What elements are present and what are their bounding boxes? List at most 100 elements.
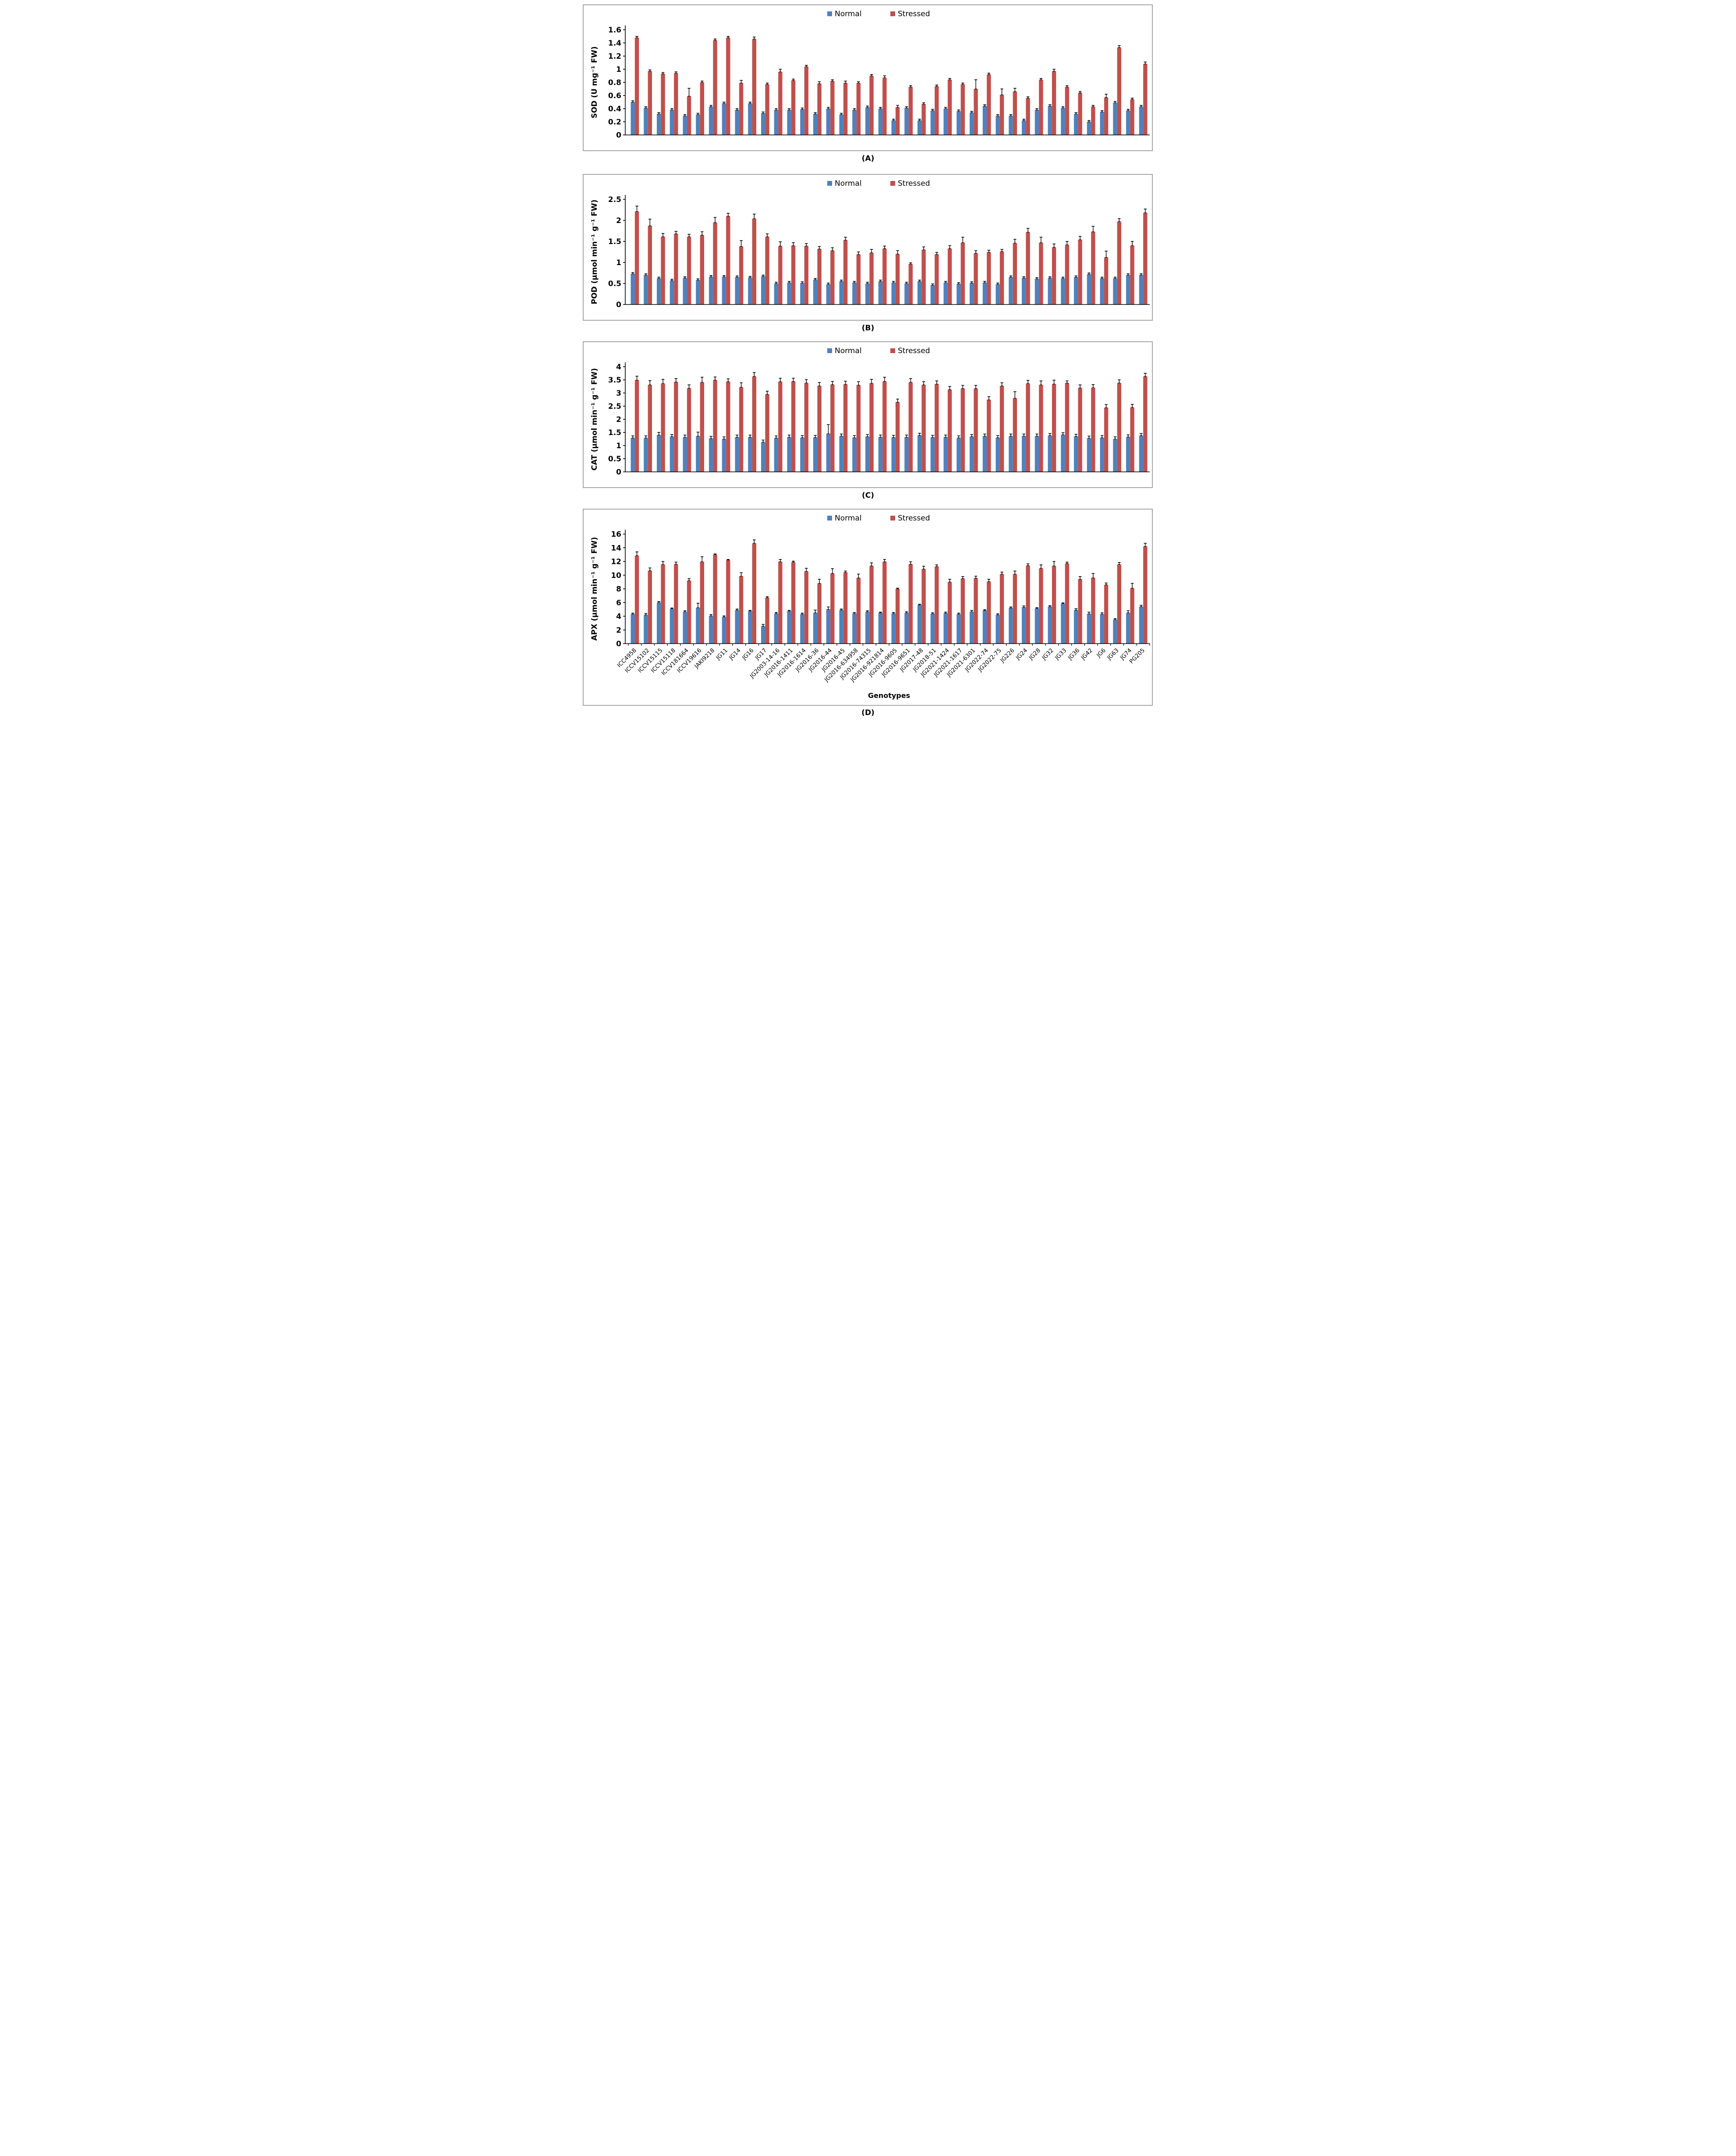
bar-stressed-JG2003-14-16	[778, 72, 783, 135]
bar-normal-ICCV15115	[656, 278, 661, 304]
error-bar	[787, 108, 790, 110]
y-tick-label: 8	[616, 585, 621, 594]
error-bar	[670, 434, 673, 437]
error-bar	[1126, 109, 1130, 111]
error-bar	[1117, 379, 1121, 383]
error-bar	[1100, 276, 1103, 279]
bar-stressed-JAKI9218	[712, 40, 717, 135]
error-bar	[896, 588, 899, 589]
bar-normal-ICCV15118	[670, 280, 674, 304]
bar-stressed-JG2016-44	[830, 81, 835, 135]
bar-stressed-JG11	[726, 216, 730, 304]
bar-normal-ICCV19616	[695, 436, 700, 472]
bar-stressed-JG2017-48	[921, 385, 926, 472]
x-axis-title: Genotypes	[868, 691, 910, 700]
error-bar	[726, 212, 730, 217]
bar-stressed-JG2021-1424	[947, 80, 952, 135]
bar-normal-JG33	[1060, 108, 1065, 135]
bar-normal-JG28	[1035, 436, 1039, 472]
y-tick-label: 1	[616, 258, 621, 267]
error-bar	[935, 252, 938, 255]
error-bar	[870, 379, 873, 384]
error-bar	[826, 424, 830, 434]
bar-normal-JG2016-45	[839, 436, 843, 472]
error-bar	[853, 281, 856, 283]
bar-stressed-JG2016-74315	[869, 252, 874, 304]
bar-normal-JG2016-36	[813, 114, 817, 135]
error-bar	[644, 106, 647, 109]
y-axis-title: APX (µmol min⁻¹ g⁻¹ FW)	[590, 537, 599, 641]
error-bar	[670, 108, 673, 110]
error-bar	[961, 237, 964, 243]
error-bar	[1113, 276, 1116, 279]
error-bar	[1000, 571, 1003, 575]
error-bar	[879, 280, 882, 282]
bar-normal-JG2016-1614	[800, 109, 804, 135]
error-bar	[818, 246, 821, 249]
bar-stressed-JG14	[739, 246, 743, 304]
bar-normal-JG2021-6301	[969, 113, 974, 135]
error-bar	[1039, 380, 1042, 386]
bar-stressed-JG24	[1025, 383, 1030, 472]
bar-normal-JG16	[748, 103, 752, 135]
error-bar	[987, 250, 990, 253]
error-bar	[804, 65, 808, 67]
x-tick-label-JG63: JG63	[1105, 647, 1120, 662]
bar-normal-JG2017-48	[917, 435, 921, 472]
bar-stressed-JG14	[739, 387, 743, 472]
bar-normal-JG2016-44	[826, 434, 830, 472]
error-bar	[896, 399, 899, 403]
bar-normal-JG2016-921814	[878, 281, 882, 304]
y-axis-title: CAT (µmol min⁻¹ g⁻¹ FW)	[590, 368, 599, 471]
error-bar	[774, 108, 778, 110]
legend-label: Stressed	[898, 179, 930, 188]
bar-stressed-JG2021-1424	[947, 248, 952, 304]
y-tick-label: 0.5	[608, 455, 621, 464]
error-bar	[774, 612, 778, 614]
error-bar	[726, 36, 730, 38]
bar-stressed-JG28	[1038, 568, 1043, 644]
bar-normal-JG2016-44	[826, 109, 830, 135]
error-bar	[853, 435, 856, 438]
error-bar	[818, 81, 821, 84]
error-bar	[1104, 582, 1108, 585]
bar-stressed-JG2016-45	[843, 384, 847, 472]
error-bar	[840, 113, 843, 115]
error-bar	[813, 435, 817, 438]
error-bar	[879, 435, 882, 438]
bar-stressed-ICCV15118	[673, 382, 678, 472]
error-bar	[879, 612, 882, 613]
bar-normal-JG2016-44	[826, 284, 830, 304]
error-bar	[840, 609, 843, 611]
error-bar	[944, 612, 947, 614]
error-bar	[922, 381, 925, 386]
bar-stressed-JG2016-36	[817, 249, 822, 304]
bar-normal-ICCV19616	[695, 114, 700, 135]
error-bar	[1126, 434, 1130, 437]
error-bar	[1022, 605, 1025, 608]
bar-stressed-JG2016-1614	[804, 246, 808, 304]
error-bar	[1139, 605, 1143, 607]
error-bar	[948, 78, 951, 80]
error-bar	[879, 107, 882, 109]
bar-stressed-JG17	[765, 84, 769, 135]
error-bar	[944, 107, 947, 109]
y-tick-label: 10	[611, 571, 621, 580]
bar-stressed-JG2022-74	[986, 400, 991, 472]
bar-normal-JG2018-51	[930, 437, 935, 472]
error-bar	[843, 237, 847, 241]
bar-stressed-ICCV15115	[660, 74, 665, 135]
error-bar	[918, 604, 921, 605]
bar-stressed-ICCV19616	[700, 382, 704, 472]
error-bar	[883, 245, 886, 249]
bar-normal-ICC4958	[630, 102, 635, 135]
error-bar	[1074, 112, 1077, 114]
bar-normal-JG63	[1112, 439, 1117, 472]
bar-stressed-JAKI9218	[712, 222, 717, 304]
bar-stressed-JG2016-634958	[856, 254, 861, 304]
bar-normal-JG2016-74315	[865, 436, 869, 472]
bar-normal-JG32	[1047, 278, 1052, 304]
bar-normal-ICCV15115	[656, 435, 661, 472]
error-bar	[974, 576, 977, 579]
bar-stressed-JG11	[726, 38, 730, 135]
